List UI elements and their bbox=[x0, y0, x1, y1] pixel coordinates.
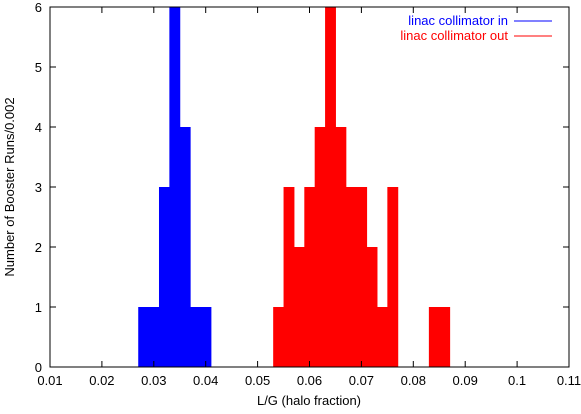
histogram-bar bbox=[325, 7, 336, 367]
y-tick-label: 3 bbox=[35, 180, 42, 195]
histogram-bar bbox=[293, 247, 305, 367]
x-tick-label: 0.09 bbox=[453, 373, 478, 388]
x-tick-label: 0.03 bbox=[141, 373, 166, 388]
y-tick-label: 4 bbox=[35, 120, 42, 135]
histogram-bar bbox=[138, 307, 150, 367]
histogram-bar bbox=[335, 127, 347, 367]
legend-label: linac collimator out bbox=[400, 28, 508, 43]
histogram-bar bbox=[366, 247, 378, 367]
x-axis-label: L/G (halo fraction) bbox=[257, 393, 361, 408]
y-tick-label: 2 bbox=[35, 240, 42, 255]
x-tick-label: 0.1 bbox=[508, 373, 526, 388]
x-tick-label: 0.11 bbox=[557, 373, 581, 388]
legend-label: linac collimator in bbox=[408, 13, 508, 28]
histogram-bar bbox=[169, 7, 181, 367]
x-tick-label: 0.06 bbox=[297, 373, 322, 388]
y-tick-label: 5 bbox=[35, 60, 42, 75]
histogram-bar bbox=[283, 187, 295, 367]
histogram-bar bbox=[345, 187, 357, 367]
y-tick-label: 1 bbox=[35, 300, 42, 315]
histogram-bar bbox=[428, 307, 440, 367]
x-tick-label: 0.01 bbox=[37, 373, 62, 388]
histogram-bar bbox=[179, 127, 191, 367]
histogram-bar bbox=[439, 307, 451, 367]
histogram-bar bbox=[376, 307, 388, 367]
histogram-bar bbox=[387, 187, 399, 367]
histogram-bar bbox=[273, 307, 285, 367]
x-tick-label: 0.04 bbox=[193, 373, 218, 388]
histogram-bar bbox=[304, 187, 316, 367]
x-tick-label: 0.07 bbox=[349, 373, 374, 388]
y-tick-label: 0 bbox=[35, 360, 42, 375]
x-tick-label: 0.08 bbox=[401, 373, 426, 388]
x-tick-label: 0.05 bbox=[245, 373, 270, 388]
histogram-bar bbox=[200, 307, 212, 367]
y-axis-label: Number of Booster Runs/0.002 bbox=[2, 97, 17, 276]
histogram-bar bbox=[158, 187, 170, 367]
histogram-bar bbox=[314, 127, 326, 367]
histogram-bar bbox=[148, 307, 160, 367]
y-tick-label: 6 bbox=[35, 0, 42, 15]
histogram-bar bbox=[356, 187, 368, 367]
histogram-bar bbox=[190, 307, 202, 367]
x-tick-label: 0.02 bbox=[89, 373, 114, 388]
